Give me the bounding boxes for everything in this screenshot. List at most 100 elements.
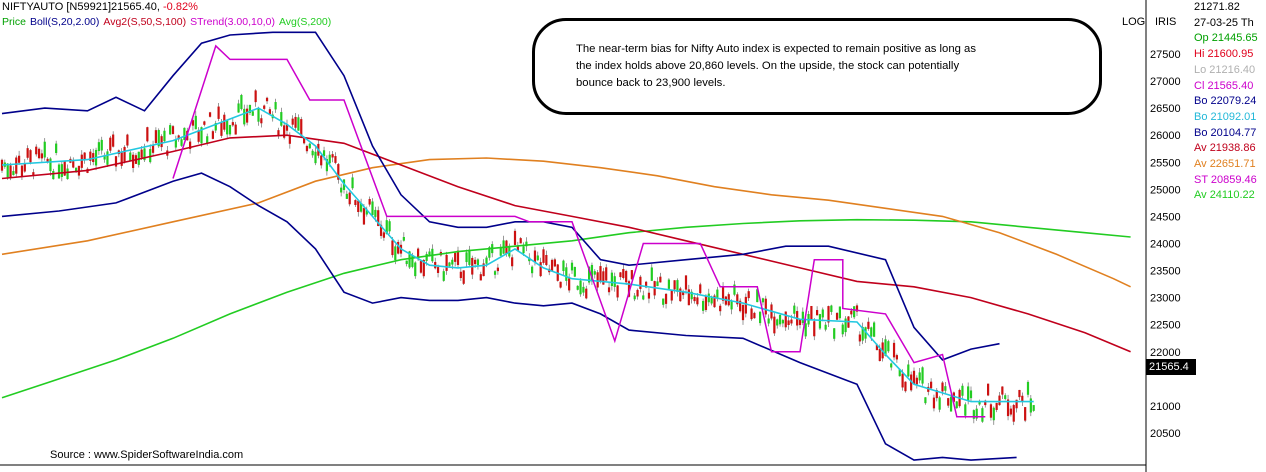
candle-body bbox=[499, 247, 502, 256]
candle-body bbox=[1015, 399, 1018, 409]
candle-body bbox=[200, 127, 203, 144]
candle-body bbox=[633, 295, 636, 300]
candle-body bbox=[377, 210, 380, 227]
candle-body bbox=[710, 298, 713, 304]
candle-body bbox=[830, 305, 833, 312]
candle-body bbox=[1024, 407, 1027, 421]
candle-body bbox=[482, 263, 485, 277]
candle-body bbox=[605, 267, 608, 281]
candle-body bbox=[55, 143, 58, 153]
candle-body bbox=[1001, 386, 1004, 395]
candle-body bbox=[476, 259, 480, 266]
candle-body bbox=[354, 200, 357, 206]
candle-body bbox=[949, 396, 953, 412]
candle-body bbox=[1029, 398, 1032, 413]
candle-body bbox=[892, 342, 896, 358]
candle-body bbox=[357, 200, 360, 213]
candle-body bbox=[303, 138, 306, 144]
candle-body bbox=[322, 150, 326, 157]
indicator-legend: Price Boll(S,20,2.00) Avg2(S,50,S,100) STre… bbox=[2, 16, 335, 28]
ohlc-value: Av 24110.22 bbox=[1194, 189, 1255, 202]
candle-body bbox=[867, 321, 870, 329]
candle-body bbox=[220, 122, 223, 136]
candle-body bbox=[1004, 395, 1007, 399]
candle-body bbox=[149, 149, 152, 163]
candle-body bbox=[240, 94, 243, 110]
candle-body bbox=[719, 305, 722, 312]
candle-body bbox=[97, 142, 100, 152]
candle-body bbox=[268, 109, 271, 115]
candle-body bbox=[961, 385, 964, 396]
candle-body bbox=[998, 395, 1001, 406]
series-line bbox=[172, 44, 986, 418]
ohlc-value: Op 21445.65 bbox=[1194, 32, 1258, 45]
candle-body bbox=[636, 289, 639, 297]
candle-body bbox=[1009, 408, 1012, 415]
candle-body bbox=[835, 313, 839, 320]
candle-body bbox=[938, 397, 941, 410]
candle-body bbox=[114, 156, 118, 167]
candle-body bbox=[627, 281, 631, 297]
candle-body bbox=[496, 267, 499, 272]
change-value: -0.82% bbox=[163, 1, 198, 13]
candle-body bbox=[516, 245, 519, 251]
candle-body bbox=[568, 278, 571, 291]
candle-body bbox=[15, 157, 18, 174]
candle-body bbox=[932, 397, 936, 409]
candle-body bbox=[545, 254, 548, 266]
candle-body bbox=[231, 122, 234, 126]
candle-body bbox=[884, 339, 887, 356]
candle-body bbox=[37, 148, 41, 159]
candle-body bbox=[169, 125, 172, 135]
candle-body bbox=[479, 274, 482, 281]
candle-body bbox=[553, 259, 556, 267]
candle-body bbox=[83, 152, 86, 160]
candle-body bbox=[442, 271, 445, 281]
candle-body bbox=[40, 153, 43, 159]
candle-body bbox=[300, 119, 303, 136]
candle-body bbox=[180, 139, 183, 146]
candle-body bbox=[912, 370, 916, 384]
candle-body bbox=[328, 154, 331, 164]
candle-body bbox=[596, 272, 599, 288]
candle-body bbox=[257, 108, 260, 122]
y-tick-label: 25500 bbox=[1150, 157, 1181, 169]
candle-body bbox=[565, 267, 568, 281]
candle-body bbox=[23, 163, 26, 172]
candle-body bbox=[759, 311, 762, 324]
candle-body bbox=[391, 240, 394, 256]
candle-body bbox=[448, 262, 451, 267]
candle-body bbox=[362, 208, 366, 225]
candle-body bbox=[513, 230, 517, 245]
candle-body bbox=[645, 281, 648, 288]
iris-toggle[interactable]: IRIS bbox=[1155, 16, 1177, 28]
candle-body bbox=[810, 305, 813, 320]
ohlc-value: Hi 21600.95 bbox=[1194, 48, 1254, 61]
candle-body bbox=[930, 381, 933, 389]
candle-body bbox=[422, 259, 425, 277]
candle-body bbox=[425, 253, 428, 261]
candle-body bbox=[613, 276, 616, 287]
candle-body bbox=[508, 245, 511, 257]
candle-body bbox=[402, 236, 405, 241]
y-tick-label: 22500 bbox=[1150, 320, 1181, 332]
candle-body bbox=[684, 275, 688, 290]
candle-body bbox=[189, 141, 192, 149]
candle-body bbox=[248, 104, 252, 113]
candle-body bbox=[1032, 405, 1035, 411]
candle-body bbox=[921, 367, 924, 384]
ohlc-value: ST 20859.46 bbox=[1194, 173, 1257, 186]
candle-body bbox=[625, 270, 628, 283]
log-toggle[interactable]: LOG bbox=[1122, 16, 1146, 28]
candle-body bbox=[747, 291, 750, 299]
candle-body bbox=[63, 161, 66, 176]
candle-body bbox=[539, 262, 542, 277]
candle-body bbox=[813, 321, 816, 337]
note-line: bounce back to 23,900 levels. bbox=[576, 77, 726, 89]
candle-body bbox=[798, 319, 802, 326]
ohlc-value: Av 21938.86 bbox=[1194, 142, 1256, 155]
candle-body bbox=[733, 284, 736, 295]
candle-body bbox=[756, 289, 759, 303]
candle-body bbox=[297, 117, 300, 131]
candle-body bbox=[337, 164, 340, 180]
